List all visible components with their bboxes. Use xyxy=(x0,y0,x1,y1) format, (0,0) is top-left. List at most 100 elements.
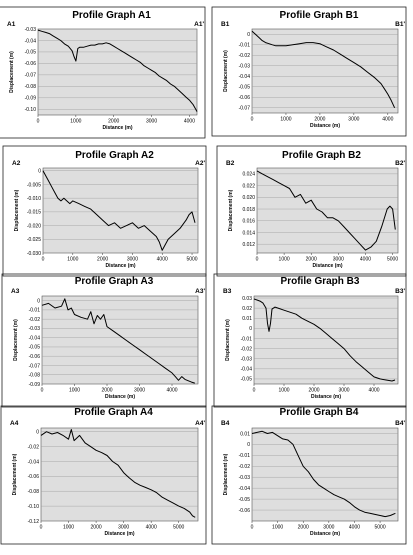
x-tick-label: 5000 xyxy=(173,525,184,531)
x-tick-label: 3000 xyxy=(134,388,145,394)
profile-start-label: A1 xyxy=(7,21,16,28)
profile-start-label: A3 xyxy=(11,288,20,295)
profile-start-label: B4 xyxy=(221,420,230,427)
y-tick-label: -0.04 xyxy=(241,367,253,373)
x-tick-label: 1000 xyxy=(272,525,283,531)
y-tick-label: -0.04 xyxy=(28,459,40,465)
y-tick-label: -0.10 xyxy=(25,107,37,113)
profile-line xyxy=(40,429,196,518)
y-tick-label: -0.03 xyxy=(29,326,41,332)
chart-panel-2: 0-0.01-0.02-0.03-0.04-0.05-0.06-0.070 100… xyxy=(211,6,407,137)
y-tick-label: -0.015 xyxy=(27,210,41,216)
y-tick-label: -0.04 xyxy=(239,486,251,492)
y-tick-label: 0.03 xyxy=(242,296,252,302)
panel-frame xyxy=(216,145,407,277)
chart-title: Profile Graph A1 xyxy=(72,10,151,21)
y-tick-label: -0.09 xyxy=(29,382,41,388)
y-tick-label: -0.05 xyxy=(25,50,37,56)
y-tick-label: -0.01 xyxy=(29,308,41,314)
x-tick-label: 3000 xyxy=(338,388,349,394)
profile-line xyxy=(251,430,396,518)
y-tick-label: 0.02 xyxy=(242,306,252,312)
x-axis-label: Distance (m) xyxy=(104,531,134,537)
x-tick-label: 4000 xyxy=(368,388,379,394)
y-tick-label: -0.030 xyxy=(27,251,41,257)
chart-title: Profile Graph B4 xyxy=(280,407,359,418)
x-tick-label: 1000 xyxy=(69,388,80,394)
y-tick-label: -0.06 xyxy=(29,354,41,360)
y-tick-label: 0 xyxy=(249,326,252,332)
y-tick-label: 0.014 xyxy=(242,230,255,236)
y-tick-label: 0 xyxy=(38,169,41,175)
y-axis-label: Displacement (m) xyxy=(225,319,231,361)
y-tick-label: -0.12 xyxy=(28,519,40,525)
x-tick-label: 4000 xyxy=(157,257,168,263)
y-tick-label: 0 xyxy=(37,298,40,304)
x-tick-label: 2000 xyxy=(298,525,309,531)
y-tick-label: -0.010 xyxy=(27,196,41,202)
x-tick-label: 4000 xyxy=(166,388,177,394)
y-tick-label: -0.02 xyxy=(28,444,40,450)
x-tick-label: 1000 xyxy=(67,257,78,263)
y-tick-label: -0.05 xyxy=(239,85,251,91)
y-axis-label: Displacement (m) xyxy=(14,189,20,231)
plot-area xyxy=(256,167,399,254)
y-tick-label: 0.012 xyxy=(242,242,255,248)
y-tick-label: -0.05 xyxy=(239,497,251,503)
y-tick-label: -0.10 xyxy=(28,504,40,510)
panel-frame xyxy=(213,273,407,408)
x-tick-label: 2000 xyxy=(314,117,325,123)
y-tick-label: 0.022 xyxy=(242,183,255,189)
y-axis-label: Displacement (m) xyxy=(12,453,18,495)
y-tick-label: -0.08 xyxy=(28,489,40,495)
plot-area xyxy=(251,28,399,114)
y-axis-label: Displacement (m) xyxy=(223,50,229,92)
profile-start-label: A2 xyxy=(12,160,21,167)
panel-frame xyxy=(0,405,207,545)
panel-frame xyxy=(0,6,206,139)
x-tick-label: 3000 xyxy=(127,257,138,263)
profile-end-label: B4' xyxy=(395,420,405,427)
y-tick-label: -0.03 xyxy=(239,475,251,481)
x-axis-label: Distance (m) xyxy=(311,394,341,400)
y-tick-label: -0.03 xyxy=(239,64,251,70)
y-tick-label: -0.01 xyxy=(239,43,251,49)
y-tick-label: -0.02 xyxy=(241,346,253,352)
y-tick-label: 0.024 xyxy=(242,172,255,178)
chart-title: Profile Graph A2 xyxy=(75,150,154,161)
plot-area xyxy=(42,167,199,254)
plot-area xyxy=(40,427,199,522)
chart-panel-5: 0 -0.01 -0.02 -0.03 -0.04 -0.05 -0.06 -0.07 -0.0… xyxy=(1,273,207,408)
profile-end-label: B3' xyxy=(395,288,405,295)
x-tick-label: 4000 xyxy=(360,257,371,263)
profile-line xyxy=(251,30,396,109)
y-tick-label: -0.06 xyxy=(239,95,251,101)
x-tick-label: 2000 xyxy=(308,388,319,394)
y-tick-label: -0.03 xyxy=(241,357,253,363)
profile-line xyxy=(256,170,396,251)
y-tick-label: 0 xyxy=(36,430,39,436)
profile-line xyxy=(41,298,195,384)
y-tick-label: 0.018 xyxy=(242,207,255,213)
chart-title: Profile Graph B2 xyxy=(282,150,361,161)
x-tick-label: 5000 xyxy=(375,525,386,531)
x-tick-label: 0 xyxy=(41,388,44,394)
panel-frame xyxy=(1,273,207,408)
profile-end-label: B2' xyxy=(395,160,405,167)
profile-start-label: B2 xyxy=(226,160,235,167)
x-tick-label: 2000 xyxy=(108,119,119,125)
x-axis-label: Distance (m) xyxy=(312,263,342,269)
chart-panel-1: -0.03 -0.04 -0.05 -0.06 -0.07 -0.08 -0.09 -0.10… xyxy=(0,6,206,139)
chart-title: Profile Graph B1 xyxy=(280,10,359,21)
x-tick-label: 3000 xyxy=(323,525,334,531)
y-tick-label: 0.016 xyxy=(242,219,255,225)
y-tick-label: -0.06 xyxy=(28,474,40,480)
y-tick-label: 0.01 xyxy=(242,316,252,322)
chart-title: Profile Graph A4 xyxy=(74,407,153,418)
chart-panel-6: 0.030.020.010-0.01-0.02-0.03-0.04-0.050 1… xyxy=(213,273,407,408)
chart-title: Profile Graph B3 xyxy=(281,276,360,287)
chart-panel-4: 0.024 0.022 0.020 0.018 0.016 0.014 0.012 0 1000… xyxy=(216,145,407,277)
profile-start-label: B3 xyxy=(223,288,232,295)
